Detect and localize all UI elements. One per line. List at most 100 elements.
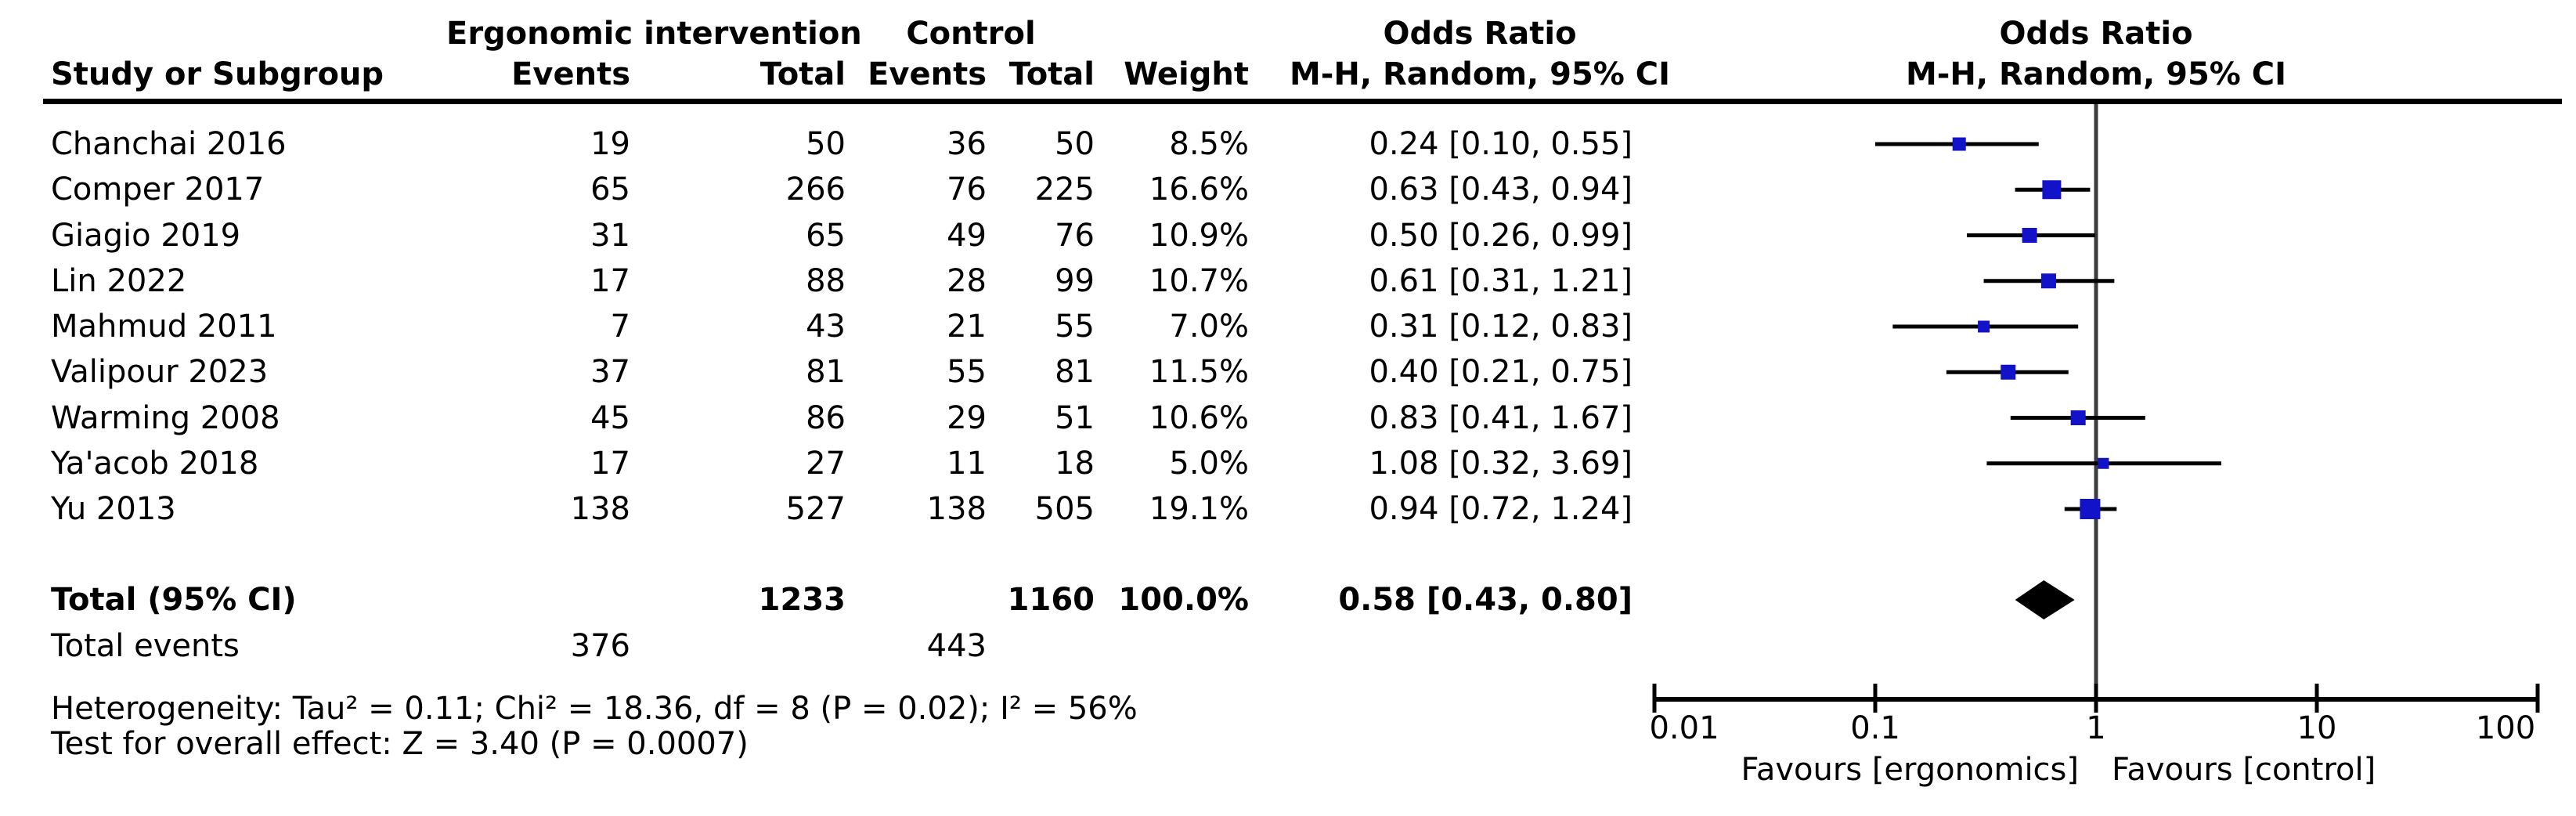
favours-right-label: Favours [control] bbox=[2112, 752, 2376, 788]
total-intervention-n: 1233 bbox=[758, 582, 846, 618]
ci-text: 0.63 [0.43, 0.94] bbox=[1369, 172, 1633, 208]
or-marker bbox=[2042, 180, 2062, 200]
column-header-events-control: Events bbox=[868, 56, 987, 92]
events-control: 21 bbox=[947, 309, 987, 345]
total-control: 55 bbox=[1055, 309, 1095, 345]
x-tick-label: 1 bbox=[2086, 710, 2105, 746]
events-control: 28 bbox=[947, 262, 987, 299]
events-control: 76 bbox=[947, 172, 987, 208]
events-control: 36 bbox=[947, 126, 987, 162]
total-intervention: 27 bbox=[806, 445, 846, 482]
total-ci-text: 0.58 [0.43, 0.80] bbox=[1338, 582, 1633, 618]
ci-text: 0.24 [0.10, 0.55] bbox=[1369, 126, 1633, 162]
weight: 7.0% bbox=[1169, 309, 1249, 345]
total-events-control: 443 bbox=[926, 628, 987, 664]
total-control: 81 bbox=[1055, 354, 1095, 391]
events-intervention: 17 bbox=[590, 445, 630, 482]
total-control: 76 bbox=[1055, 217, 1095, 254]
study-name: Ya'acob 2018 bbox=[51, 445, 259, 482]
or-column-title: Odds Ratio bbox=[1383, 16, 1577, 52]
total-events-label: Total events bbox=[51, 628, 240, 664]
weight: 16.6% bbox=[1149, 172, 1249, 208]
summary-diamond bbox=[2015, 580, 2075, 619]
or-marker bbox=[1978, 320, 1990, 333]
events-intervention: 7 bbox=[610, 309, 630, 345]
or-marker bbox=[2098, 457, 2109, 469]
column-header-events-intervention: Events bbox=[511, 56, 630, 92]
weight: 19.1% bbox=[1149, 491, 1249, 527]
weight: 5.0% bbox=[1169, 445, 1249, 482]
total-intervention: 266 bbox=[785, 172, 846, 208]
total-intervention: 88 bbox=[806, 262, 846, 299]
weight: 8.5% bbox=[1169, 126, 1249, 162]
weight: 11.5% bbox=[1149, 354, 1249, 391]
study-name: Valipour 2023 bbox=[51, 354, 269, 391]
study-name: Yu 2013 bbox=[51, 491, 176, 527]
study-name: Lin 2022 bbox=[51, 262, 187, 299]
group-header-intervention: Ergonomic intervention bbox=[446, 16, 862, 52]
total-row-label: Total (95% CI) bbox=[51, 582, 297, 618]
x-tick-label: 100 bbox=[2476, 710, 2535, 746]
weight: 10.7% bbox=[1149, 262, 1249, 299]
or-marker bbox=[2070, 410, 2086, 425]
events-intervention: 65 bbox=[590, 172, 630, 208]
x-tick-label: 0.01 bbox=[1649, 710, 1719, 746]
total-control: 505 bbox=[1034, 491, 1095, 527]
events-intervention: 31 bbox=[590, 217, 630, 254]
or-marker bbox=[2001, 364, 2016, 380]
study-name: Comper 2017 bbox=[51, 172, 265, 208]
events-control: 138 bbox=[926, 491, 987, 527]
events-control: 29 bbox=[947, 399, 987, 436]
total-events-intervention: 376 bbox=[570, 628, 630, 664]
plot-subtitle: M-H, Random, 95% CI bbox=[1905, 56, 2287, 92]
total-intervention: 81 bbox=[806, 354, 846, 391]
study-name: Chanchai 2016 bbox=[51, 126, 287, 162]
ci-text: 0.31 [0.12, 0.83] bbox=[1369, 309, 1633, 345]
total-intervention: 43 bbox=[806, 309, 846, 345]
total-control: 51 bbox=[1055, 399, 1095, 436]
plot-title: Odds Ratio bbox=[1999, 16, 2193, 52]
events-control: 55 bbox=[947, 354, 987, 391]
total-intervention: 50 bbox=[806, 126, 846, 162]
ci-text: 1.08 [0.32, 3.69] bbox=[1369, 445, 1633, 482]
events-intervention: 17 bbox=[590, 262, 630, 299]
total-control: 50 bbox=[1055, 126, 1095, 162]
or-marker bbox=[1952, 137, 1966, 151]
total-intervention: 86 bbox=[806, 399, 846, 436]
favours-left-label: Favours [ergonomics] bbox=[1741, 752, 2079, 788]
study-name: Mahmud 2011 bbox=[51, 309, 277, 345]
header-rule bbox=[43, 99, 2562, 104]
column-header-weight: Weight bbox=[1124, 56, 1249, 92]
weight: 10.9% bbox=[1149, 217, 1249, 254]
or-marker bbox=[2080, 499, 2101, 519]
overall-effect-text: Test for overall effect: Z = 3.40 (P = 0… bbox=[51, 726, 749, 762]
ci-text: 0.94 [0.72, 1.24] bbox=[1369, 491, 1633, 527]
ci-text: 0.40 [0.21, 0.75] bbox=[1369, 354, 1633, 391]
events-control: 11 bbox=[947, 445, 987, 482]
events-control: 49 bbox=[947, 217, 987, 254]
total-control: 225 bbox=[1034, 172, 1095, 208]
ci-text: 0.50 [0.26, 0.99] bbox=[1369, 217, 1633, 254]
ci-text: 0.61 [0.31, 1.21] bbox=[1369, 262, 1633, 299]
or-marker bbox=[2022, 228, 2037, 243]
column-header-method: M-H, Random, 95% CI bbox=[1289, 56, 1671, 92]
events-intervention: 138 bbox=[570, 491, 630, 527]
column-header-study: Study or Subgroup bbox=[51, 56, 384, 92]
column-header-total-control: Total bbox=[1008, 56, 1095, 92]
or-marker bbox=[2040, 273, 2056, 289]
group-header-control: Control bbox=[906, 16, 1036, 52]
weight: 10.6% bbox=[1149, 399, 1249, 436]
column-header-total-intervention: Total bbox=[759, 56, 846, 92]
ci-text: 0.83 [0.41, 1.67] bbox=[1369, 399, 1633, 436]
total-weight: 100.0% bbox=[1118, 582, 1249, 618]
events-intervention: 45 bbox=[590, 399, 630, 436]
total-intervention: 527 bbox=[785, 491, 846, 527]
total-intervention: 65 bbox=[806, 217, 846, 254]
total-control: 18 bbox=[1055, 445, 1095, 482]
study-name: Warming 2008 bbox=[51, 399, 280, 436]
total-control: 99 bbox=[1055, 262, 1095, 299]
total-control-n: 1160 bbox=[1007, 582, 1095, 618]
heterogeneity-text: Heterogeneity: Tau² = 0.11; Chi² = 18.36… bbox=[51, 691, 1138, 727]
